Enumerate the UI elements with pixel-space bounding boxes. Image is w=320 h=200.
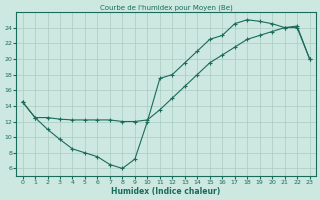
X-axis label: Humidex (Indice chaleur): Humidex (Indice chaleur) bbox=[111, 187, 221, 196]
Title: Courbe de l'humidex pour Moyen (Be): Courbe de l'humidex pour Moyen (Be) bbox=[100, 4, 232, 11]
